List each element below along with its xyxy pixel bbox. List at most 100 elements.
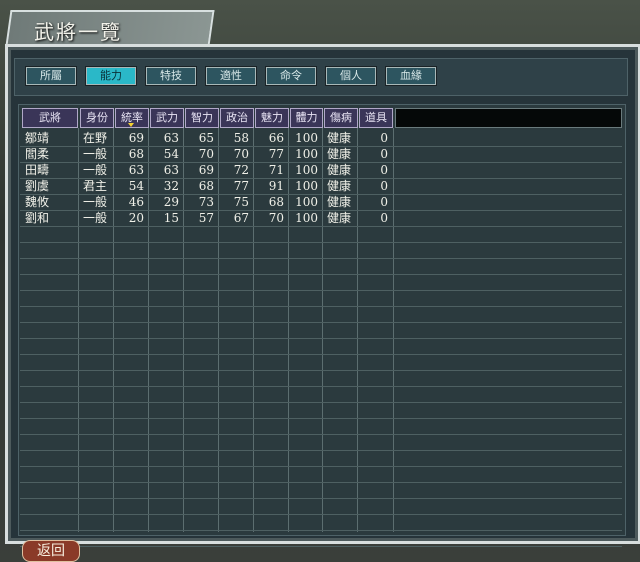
back-button[interactable]: 返回 — [22, 540, 80, 562]
grid-line — [322, 128, 323, 532]
table-cell: 91 — [268, 179, 284, 193]
table-cell: 70 — [268, 211, 284, 225]
table-cell: 65 — [198, 131, 214, 145]
tab-2[interactable]: 特技 — [146, 67, 196, 85]
table-cell: 32 — [163, 179, 179, 193]
column-header[interactable]: 政治 — [220, 108, 254, 128]
sort-indicator-icon — [128, 123, 134, 127]
column-header[interactable]: 道具 — [359, 108, 393, 128]
header-filler — [395, 108, 622, 128]
table-cell: 57 — [198, 211, 214, 225]
table-cell: 健康 — [327, 211, 352, 225]
grid-line — [20, 482, 622, 483]
table-cell[interactable]: 田疇 — [25, 163, 50, 177]
grid-line — [20, 258, 622, 259]
table-cell: 0 — [380, 211, 388, 225]
grid-line — [393, 128, 394, 532]
grid-line — [113, 128, 114, 532]
table-cell[interactable]: 魏攸 — [25, 195, 50, 209]
grid-line — [20, 242, 622, 243]
table-cell: 100 — [295, 195, 318, 209]
grid-line — [20, 210, 622, 211]
table-cell: 72 — [233, 163, 249, 177]
grid-line — [20, 530, 622, 531]
grid-line — [20, 306, 622, 307]
tab-3[interactable]: 適性 — [206, 67, 256, 85]
grid-line — [20, 402, 622, 403]
column-header[interactable]: 智力 — [185, 108, 219, 128]
table-cell: 69 — [128, 131, 144, 145]
column-header[interactable]: 統率 — [115, 108, 149, 128]
tab-5[interactable]: 個人 — [326, 67, 376, 85]
table-cell: 77 — [233, 179, 249, 193]
grid-line — [20, 162, 622, 163]
table-cell: 63 — [128, 163, 144, 177]
grid-line — [183, 128, 184, 532]
table-cell: 100 — [295, 211, 318, 225]
table-cell: 67 — [233, 211, 249, 225]
table-cell: 健康 — [327, 163, 352, 177]
grid-line — [20, 498, 622, 499]
table-cell: 0 — [380, 179, 388, 193]
table-cell: 71 — [268, 163, 284, 177]
column-header[interactable]: 武力 — [150, 108, 184, 128]
table-cell: 46 — [128, 195, 144, 209]
window-title: 武將一覽 — [34, 20, 122, 44]
table-cell[interactable]: 劉虞 — [25, 179, 50, 193]
column-header[interactable]: 傷病 — [324, 108, 358, 128]
tab-4[interactable]: 命令 — [266, 67, 316, 85]
grid-line — [20, 274, 622, 275]
table-cell: 一般 — [83, 195, 108, 209]
table-cell[interactable]: 劉和 — [25, 211, 50, 225]
grid-line — [218, 128, 219, 532]
table-cell: 73 — [198, 195, 214, 209]
table-cell: 一般 — [83, 211, 108, 225]
table-cell: 63 — [163, 131, 179, 145]
table-cell: 健康 — [327, 131, 352, 145]
table-cell: 66 — [268, 131, 284, 145]
table-cell: 70 — [233, 147, 249, 161]
table-cell: 100 — [295, 163, 318, 177]
grid-line — [78, 128, 79, 532]
table-cell: 100 — [295, 179, 318, 193]
grid-line — [20, 418, 622, 419]
grid-line — [20, 434, 622, 435]
table-cell: 68 — [128, 147, 144, 161]
grid-line — [20, 514, 622, 515]
table-cell: 29 — [163, 195, 179, 209]
grid-line — [20, 450, 622, 451]
table-cell: 100 — [295, 131, 318, 145]
table-cell: 健康 — [327, 179, 352, 193]
table-cell: 0 — [380, 163, 388, 177]
table-cell[interactable]: 鄒靖 — [25, 131, 50, 145]
table-cell: 58 — [233, 131, 249, 145]
grid-line — [20, 466, 622, 467]
table-cell[interactable]: 閻柔 — [25, 147, 50, 161]
table-cell: 54 — [128, 179, 144, 193]
table-cell: 一般 — [83, 163, 108, 177]
tab-1[interactable]: 能力 — [86, 67, 136, 85]
table-cell: 77 — [268, 147, 284, 161]
table-cell: 68 — [198, 179, 214, 193]
table-cell: 健康 — [327, 147, 352, 161]
tab-0[interactable]: 所屬 — [26, 67, 76, 85]
table-cell: 69 — [198, 163, 214, 177]
grid-line — [20, 146, 622, 147]
grid-line — [20, 370, 622, 371]
column-header[interactable]: 武將 — [22, 108, 78, 128]
table-cell: 70 — [198, 147, 214, 161]
table-cell: 在野 — [83, 131, 108, 145]
table-cell: 75 — [233, 195, 249, 209]
tab-6[interactable]: 血緣 — [386, 67, 436, 85]
table-cell: 一般 — [83, 147, 108, 161]
grid-line — [357, 128, 358, 532]
column-header[interactable]: 魅力 — [255, 108, 289, 128]
grid-line — [20, 386, 622, 387]
grid-line — [20, 194, 622, 195]
column-header[interactable]: 體力 — [290, 108, 323, 128]
grid-line — [148, 128, 149, 532]
column-header[interactable]: 身份 — [80, 108, 114, 128]
table-cell: 100 — [295, 147, 318, 161]
table-cell: 0 — [380, 147, 388, 161]
table-cell: 0 — [380, 131, 388, 145]
